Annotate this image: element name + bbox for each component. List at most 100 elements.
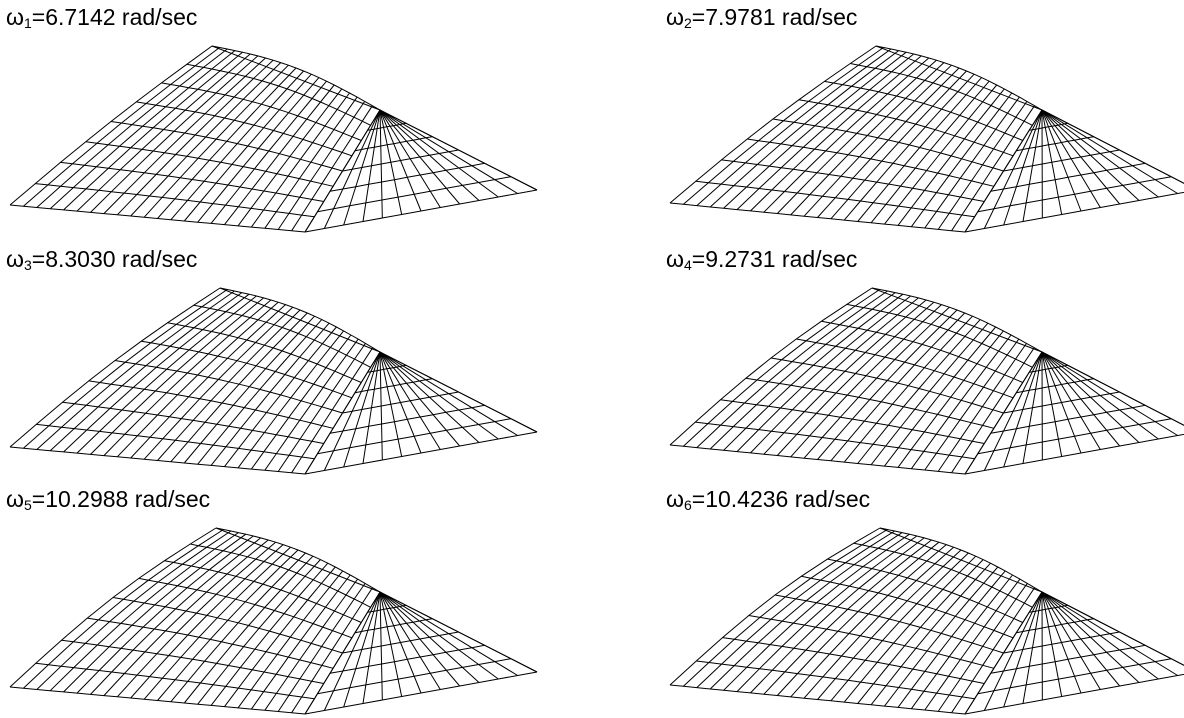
omega-symbol: ω <box>666 486 684 512</box>
mode-panel: ω3=8.3030 rad/sec <box>0 242 560 482</box>
omega-symbol: ω <box>6 246 24 272</box>
mesh-line <box>683 48 883 205</box>
mode-panel: ω2=7.9781 rad/sec <box>660 0 1184 240</box>
mesh-line <box>777 60 936 213</box>
mesh-line <box>670 46 876 203</box>
mesh-line <box>844 316 972 462</box>
mesh-line <box>278 343 365 471</box>
mesh-line <box>251 575 350 709</box>
mesh-line <box>10 205 305 232</box>
mode-shape-mesh <box>0 242 560 482</box>
mesh-line <box>225 327 337 467</box>
mesh-line <box>104 58 266 214</box>
mesh-line <box>764 58 929 212</box>
mesh-line <box>158 550 299 701</box>
mesh-line <box>710 293 895 449</box>
mesh-line <box>23 290 227 449</box>
mesh-line <box>171 71 304 220</box>
mesh-line <box>831 313 965 461</box>
mesh-line <box>791 63 944 215</box>
mesh-line <box>184 74 311 221</box>
mesh-line <box>911 335 1011 469</box>
mode-shape-mesh <box>0 482 560 718</box>
mesh-line <box>35 184 314 217</box>
mesh-line <box>825 81 1023 140</box>
mesh-line <box>670 445 965 474</box>
mesh-line <box>898 571 1005 708</box>
figure: ω1=6.7142 rad/secω2=7.9781 rad/secω3=8.3… <box>0 0 1184 718</box>
frequency-label: ω5=10.2988 rad/sec <box>6 486 210 513</box>
mesh-line <box>670 203 965 232</box>
mesh-line <box>771 358 1004 413</box>
mode-index: 2 <box>684 15 692 31</box>
mesh-line <box>885 327 996 466</box>
mesh-line <box>799 100 1013 156</box>
mesh-line <box>10 46 212 205</box>
omega-symbol: ω <box>6 4 24 30</box>
mesh-line <box>925 97 1020 228</box>
mesh-line <box>198 78 319 223</box>
mesh-line <box>104 300 271 456</box>
mesh-line <box>724 294 903 450</box>
mesh-line <box>925 579 1020 710</box>
mesh-line <box>710 533 902 689</box>
mesh-line <box>184 556 313 703</box>
mesh-line <box>225 85 335 225</box>
mesh-line <box>775 595 1004 653</box>
mesh-line <box>77 536 253 693</box>
mesh-line <box>696 181 975 217</box>
mesh-line <box>858 78 982 222</box>
mesh-line <box>764 300 926 454</box>
mesh-line <box>844 556 975 702</box>
mesh-line <box>724 52 907 208</box>
mesh-line <box>37 49 228 208</box>
mesh-line <box>91 56 258 213</box>
mesh-line <box>683 290 879 447</box>
mesh-line <box>113 598 343 654</box>
mesh-line <box>238 331 344 468</box>
omega-symbol: ω <box>666 246 684 272</box>
mode-index: 6 <box>684 497 692 513</box>
mode-shape-mesh <box>0 0 560 240</box>
mesh-line <box>695 422 974 459</box>
mode-panel: ω6=10.4236 rad/sec <box>660 482 1184 718</box>
mode-shape-mesh <box>660 482 1184 718</box>
frequency-value: =8.3030 rad/sec <box>32 246 198 272</box>
mesh-line <box>37 291 235 450</box>
mesh-line <box>938 343 1026 471</box>
mesh-line <box>710 51 898 207</box>
mesh-line <box>198 560 321 705</box>
mesh-line <box>77 296 256 453</box>
mesh-line <box>670 288 872 445</box>
mode-panel: ω1=6.7142 rad/sec <box>0 0 560 240</box>
frequency-value: =7.9781 rad/sec <box>692 4 858 30</box>
mesh-line <box>77 54 250 211</box>
frequency-value: =10.4236 rad/sec <box>692 486 870 512</box>
frequency-value: =6.7142 rad/sec <box>32 4 198 30</box>
mesh-line <box>965 672 1184 714</box>
mesh-line <box>858 320 981 464</box>
mesh-line <box>23 530 223 689</box>
frequency-label: ω2=7.9781 rad/sec <box>666 4 857 31</box>
frequency-value: =10.2988 rad/sec <box>32 486 210 512</box>
mesh-line <box>104 540 268 696</box>
frequency-value: =9.2731 rad/sec <box>692 246 858 272</box>
mode-index: 1 <box>24 15 32 31</box>
mesh-line <box>885 567 998 706</box>
mesh-line <box>749 616 994 669</box>
mesh-line <box>50 51 235 209</box>
mode-panel: ω5=10.2988 rad/sec <box>0 482 560 718</box>
mesh-line <box>265 579 358 710</box>
mesh-line <box>144 547 290 699</box>
mesh-line <box>91 298 264 455</box>
mesh-line <box>64 294 250 452</box>
mode-panel: ω4=9.2731 rad/sec <box>660 242 1184 482</box>
mesh-line <box>117 542 275 697</box>
mesh-line <box>64 52 243 210</box>
mesh-line <box>198 320 322 465</box>
mesh-line <box>818 68 960 218</box>
frequency-label: ω1=6.7142 rad/sec <box>6 4 197 31</box>
mesh-line <box>89 381 333 428</box>
mesh-line <box>747 139 994 186</box>
mesh-line <box>858 560 983 704</box>
